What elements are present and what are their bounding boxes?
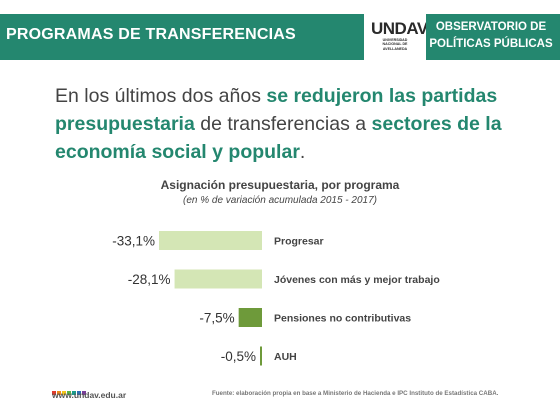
bar <box>238 308 262 327</box>
bar <box>159 231 262 250</box>
bar <box>174 269 262 289</box>
logo-wordmark: UNDAV <box>371 19 428 38</box>
category-label: Progresar <box>274 236 324 248</box>
category-label: AUH <box>274 351 297 363</box>
category-label: Jóvenes con más y mejor trabajo <box>274 274 440 286</box>
brand-dot <box>62 391 66 395</box>
headline-bold-1: se redujeron las partidas presupuestaria <box>55 85 498 135</box>
observatory-line-1: OBSERVATORIO DE <box>435 21 547 33</box>
observatory-panel: OBSERVATORIO DE POLÍTICAS PÚBLICAS <box>426 14 560 60</box>
bar-value-label: -28,1% <box>128 272 171 287</box>
brand-dot <box>67 391 71 395</box>
brand-dot <box>82 391 86 395</box>
header-bar: PROGRAMAS DE TRANSFERENCIAS UNDAV UNIVER… <box>0 14 560 60</box>
headline: En los últimos dos años se redujeron las… <box>55 82 555 166</box>
headline-part-1: En los últimos dos años <box>55 85 267 107</box>
logo-subtitle: UNIVERSIDAD NACIONAL DE AVELLANEDA <box>382 38 408 51</box>
bar-value-label: -7,5% <box>199 311 234 326</box>
brand-dot <box>77 391 81 395</box>
chart-subtitle: (en % de variación acumulada 2015 - 2017… <box>182 195 377 206</box>
brand-dot <box>57 391 61 395</box>
footer-url[interactable]: www.undav.edu.ar <box>52 390 127 400</box>
observatory-line-2: POLÍTICAS PÚBLICAS <box>429 38 553 50</box>
category-label: Pensiones no contributivas <box>274 313 411 325</box>
headline-part-3: . <box>299 141 306 163</box>
headline-bold-2: sectores de la economía social y popular <box>55 113 502 163</box>
page-title: PROGRAMAS DE TRANSFERENCIAS <box>6 26 296 43</box>
brand-color-dots <box>52 382 87 400</box>
headline-part-2: de transferencias a <box>194 113 372 135</box>
bar <box>260 346 262 366</box>
bar-value-label: -33,1% <box>112 234 155 249</box>
brand-dot <box>52 391 56 395</box>
footer-source: Fuente: elaboración propia en base a Min… <box>212 390 499 397</box>
undav-logo: UNDAV UNIVERSIDAD NACIONAL DE AVELLANEDA <box>364 14 428 60</box>
bar-value-label: -0,5% <box>221 349 256 364</box>
chart-title: Asignación presupuestaria, por programa <box>160 178 400 192</box>
header-title-panel: PROGRAMAS DE TRANSFERENCIAS <box>0 14 364 60</box>
brand-dot <box>72 391 76 395</box>
